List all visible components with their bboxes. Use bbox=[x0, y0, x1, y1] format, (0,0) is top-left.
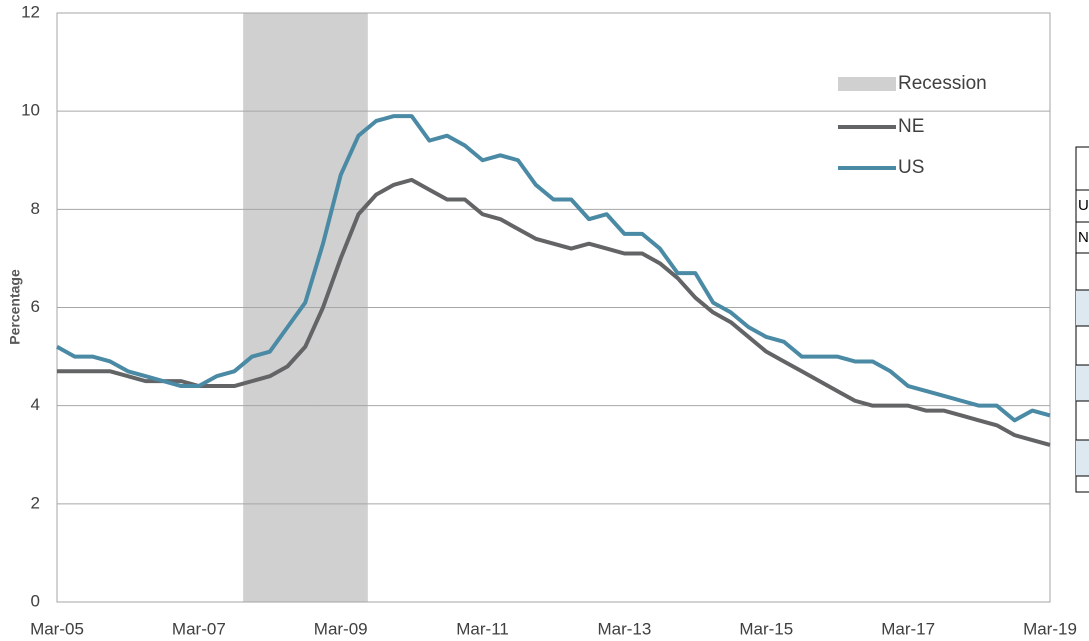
y-tick-label: 4 bbox=[31, 395, 40, 414]
x-tick-label: Mar-19 bbox=[1023, 619, 1077, 638]
legend-label: Recession bbox=[898, 73, 987, 94]
y-axis-label: Percentage bbox=[7, 269, 23, 345]
table-row bbox=[1076, 440, 1089, 476]
y-tick-label: 0 bbox=[31, 591, 40, 610]
y-tick-label: 6 bbox=[31, 297, 40, 316]
line-us bbox=[56, 114, 1051, 423]
y-tick-label: 12 bbox=[21, 2, 40, 21]
x-tick-label: Mar-13 bbox=[597, 619, 651, 638]
line-ne bbox=[57, 177, 1051, 447]
legend-label: NE bbox=[898, 116, 924, 137]
table-cell: U bbox=[1078, 197, 1089, 214]
x-tick-label: Mar-11 bbox=[456, 619, 509, 638]
x-tick-label: Mar-09 bbox=[314, 619, 368, 638]
x-tick-label: Mar-05 bbox=[30, 619, 84, 638]
y-tick-label: 2 bbox=[31, 493, 40, 512]
table-row bbox=[1076, 290, 1089, 326]
y-tick-label: 10 bbox=[21, 101, 40, 120]
table-row bbox=[1076, 365, 1089, 401]
x-tick-label: Mar-15 bbox=[739, 619, 793, 638]
x-tick-label: Mar-07 bbox=[172, 619, 226, 638]
table-cell: N bbox=[1078, 229, 1089, 246]
legend-swatch bbox=[838, 77, 896, 91]
plot-border bbox=[56, 12, 1051, 603]
side-table: U N bbox=[1075, 146, 1089, 493]
y-tick-label: 8 bbox=[31, 199, 40, 218]
x-tick-label: Mar-17 bbox=[881, 619, 935, 638]
legend-label: US bbox=[898, 157, 924, 178]
